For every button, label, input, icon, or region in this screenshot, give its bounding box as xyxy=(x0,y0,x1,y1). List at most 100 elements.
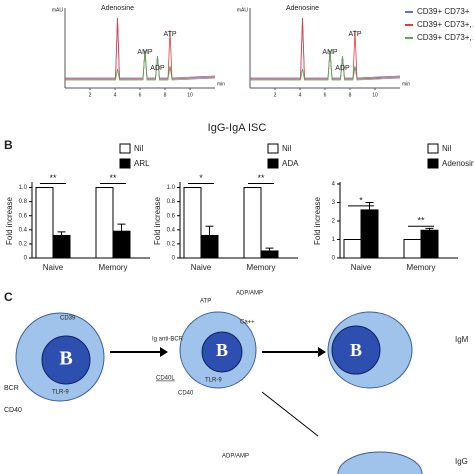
axis-label: mAU xyxy=(52,7,64,13)
y-tick-label: 0 xyxy=(172,256,176,262)
error-bar xyxy=(205,225,214,236)
x-tick-label: 2 xyxy=(274,92,277,98)
y-tick-label: 0.8 xyxy=(167,199,176,205)
label: CD40L xyxy=(156,376,175,382)
legend-label: CD39+ CD73+, APCP xyxy=(417,33,474,42)
error-bar xyxy=(57,231,66,236)
peak-label: ADP xyxy=(150,65,165,72)
significance: ** xyxy=(49,173,57,183)
legend-swatch xyxy=(427,158,439,169)
peak-label: Adenosine xyxy=(286,5,319,12)
peak-label: AMP xyxy=(137,49,153,56)
error-bar xyxy=(265,247,274,251)
x-tick-label: 4 xyxy=(114,92,117,98)
y-tick-label: 1.0 xyxy=(19,185,28,191)
peak-label: Adenosine xyxy=(101,5,134,12)
label: TLR-9 xyxy=(52,390,69,396)
legend-label: Nil xyxy=(282,144,292,153)
error-bar xyxy=(425,227,434,231)
x-tick-label: 10 xyxy=(372,92,378,98)
y-tick-label: 4 xyxy=(332,182,336,188)
x-tick-label: 10 xyxy=(187,92,193,98)
label: BCR xyxy=(4,385,19,392)
panel-c-diagram: C B CD39 BCR CD40 TLR-9 B ATP ADP/AMP Ig… xyxy=(4,290,469,474)
bar xyxy=(112,230,131,259)
cell xyxy=(337,451,423,474)
y-tick-label: 0.2 xyxy=(19,241,28,247)
label: CD40 xyxy=(178,391,194,397)
legend-label: ARL xyxy=(134,159,150,168)
y-tick-label: 0.4 xyxy=(19,227,28,233)
nucleus xyxy=(41,335,91,385)
nucleus xyxy=(201,331,243,373)
x-tick-label: Memory xyxy=(407,263,436,272)
y-tick-label: 0 xyxy=(24,256,28,262)
section-title: IgG-IgA ISC xyxy=(208,122,267,134)
bar xyxy=(52,234,71,259)
bar xyxy=(183,187,202,259)
bar xyxy=(260,250,279,259)
label: IgM xyxy=(455,335,469,344)
legend-label: ADA xyxy=(282,159,299,168)
arrow-head xyxy=(160,347,168,357)
label: Ig anti-BCR xyxy=(152,337,184,343)
label: TLR-9 xyxy=(205,378,222,384)
bar xyxy=(200,234,219,259)
peak-label: ATP xyxy=(163,31,176,38)
x-tick-label: Naive xyxy=(43,263,64,272)
y-tick-label: 2 xyxy=(332,219,336,225)
trace xyxy=(250,17,401,80)
arrow-head xyxy=(318,347,326,357)
y-tick-label: 3 xyxy=(332,200,336,206)
x-tick-label: Memory xyxy=(247,263,276,272)
label: CD39 xyxy=(60,316,76,322)
x-tick-label: 8 xyxy=(164,92,167,98)
x-tick-label: 4 xyxy=(299,92,302,98)
significance: * xyxy=(359,195,363,205)
y-tick-label: 1.0 xyxy=(167,185,176,191)
axis-label: min xyxy=(402,81,410,87)
y-tick-label: 1 xyxy=(332,237,336,243)
arrow xyxy=(261,391,319,437)
label: CD40 xyxy=(4,407,22,414)
legend-swatch xyxy=(267,143,279,154)
y-tick-label: 0.2 xyxy=(167,241,176,247)
legend-swatch xyxy=(267,158,279,169)
x-tick-label: 2 xyxy=(89,92,92,98)
axis-label: min xyxy=(217,81,225,87)
x-tick-label: 6 xyxy=(139,92,142,98)
x-tick-label: Naive xyxy=(191,263,212,272)
legend-label: Nil xyxy=(134,144,144,153)
label: ATP xyxy=(200,299,211,305)
bar xyxy=(95,187,114,259)
y-axis-label: Fold increase xyxy=(5,196,14,245)
nucleus-label: B xyxy=(59,348,72,370)
legend-label: Adenosine xyxy=(442,159,474,168)
nucleus-label: B xyxy=(350,340,362,360)
label: ADP/AMP xyxy=(222,454,249,460)
significance: * xyxy=(199,173,203,183)
bar xyxy=(420,229,439,259)
significance: ** xyxy=(257,173,265,183)
legend-swatch xyxy=(119,143,131,154)
bar xyxy=(403,239,422,259)
y-axis-label: Fold increase xyxy=(153,196,162,245)
trace xyxy=(250,49,401,81)
x-tick-label: 6 xyxy=(324,92,327,98)
y-tick-label: 0 xyxy=(332,256,336,262)
y-tick-label: 0.6 xyxy=(167,213,176,219)
y-tick-label: 0.8 xyxy=(19,199,28,205)
y-tick-label: 0.6 xyxy=(19,213,28,219)
x-tick-label: Memory xyxy=(99,263,128,272)
legend-label: Nil xyxy=(442,144,452,153)
axis-label: mAU xyxy=(237,7,249,13)
label: ADP/AMP xyxy=(236,291,263,297)
x-tick-label: Naive xyxy=(351,263,372,272)
peak-label: ATP xyxy=(348,31,361,38)
nucleus-label: B xyxy=(216,340,228,360)
y-tick-label: 0.4 xyxy=(167,227,176,233)
bar xyxy=(343,239,362,259)
panel-label: B xyxy=(4,138,13,152)
significance: ** xyxy=(417,216,425,226)
trace xyxy=(65,49,216,81)
